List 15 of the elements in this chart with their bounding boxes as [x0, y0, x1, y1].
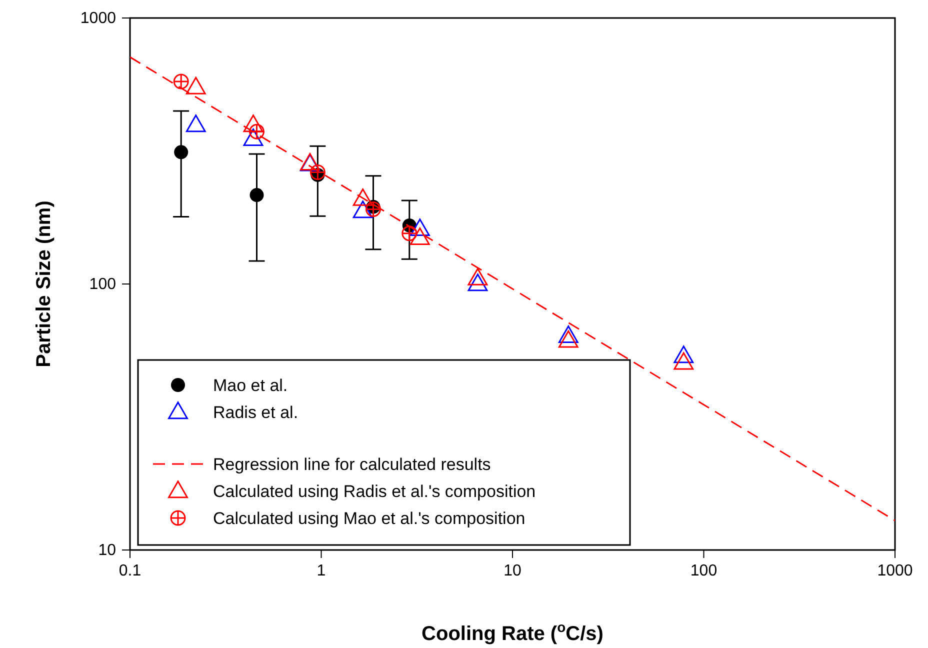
legend-label: Calculated using Radis et al.'s composition: [213, 482, 536, 501]
x-tick-label: 0.1: [118, 562, 142, 580]
legend-label: Radis et al.: [213, 403, 298, 422]
y-tick-label: 100: [89, 276, 116, 294]
x-tick-label: 1: [316, 562, 326, 580]
x-tick-label: 1000: [877, 562, 913, 580]
x-axis-title: Cooling Rate ($^{o}$C/s): [422, 619, 604, 645]
legend-label: Mao et al.: [213, 376, 288, 395]
x-tick-label: 10: [504, 562, 522, 580]
x-tick-label: 100: [690, 562, 718, 580]
y-tick-label: 10: [98, 542, 116, 560]
legend-label: Regression line for calculated results: [213, 455, 491, 474]
legend-label: Calculated using Mao et al.'s composition: [213, 509, 526, 528]
y-axis-title: Particle Size (nm): [33, 200, 55, 368]
y-tick-label: 1000: [80, 10, 116, 28]
